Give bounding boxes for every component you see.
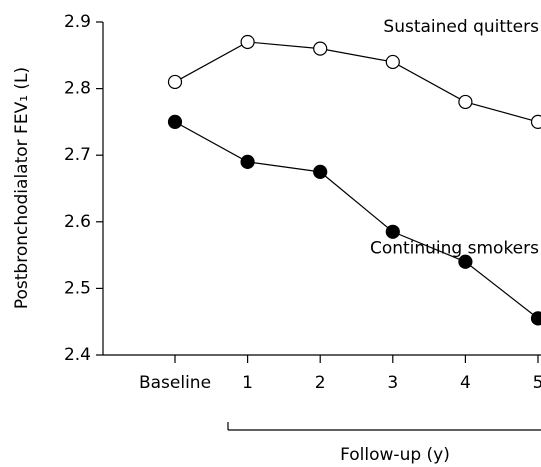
data-point [240, 34, 255, 50]
x-tick-label: 1 [242, 373, 253, 393]
data-point [385, 54, 400, 70]
data-point [385, 224, 400, 239]
x-tick-label: 4 [460, 373, 471, 393]
x-tick-label: Baseline [139, 373, 211, 393]
x-tick-label: 3 [387, 373, 398, 393]
y-tick-label: 2.9 [64, 12, 91, 32]
data-point [167, 114, 183, 130]
data-point [458, 94, 473, 110]
data-point [530, 311, 541, 326]
y-tick-label: 2.4 [64, 345, 91, 365]
x-tick-label: 2 [315, 373, 326, 393]
data-point [240, 154, 255, 169]
data-point [313, 41, 328, 56]
series-label: Continuing smokers [370, 238, 539, 258]
y-tick-label: 2.6 [64, 212, 91, 232]
data-point [530, 114, 541, 129]
x-tick-label: 5 [533, 373, 541, 393]
y-tick-label: 2.7 [64, 145, 91, 165]
data-point [458, 254, 473, 269]
data-point [313, 164, 328, 179]
y-axis-label: Postbronchodialator FEV₁ (L) [12, 67, 32, 309]
data-point [167, 74, 183, 90]
series-label: Sustained quitters [383, 17, 539, 37]
series-line [174, 121, 539, 319]
y-tick-label: 2.8 [64, 79, 91, 99]
y-tick-label: 2.5 [64, 278, 91, 298]
series-line [174, 41, 539, 123]
x-group-label: Follow-up (y) [340, 445, 450, 465]
